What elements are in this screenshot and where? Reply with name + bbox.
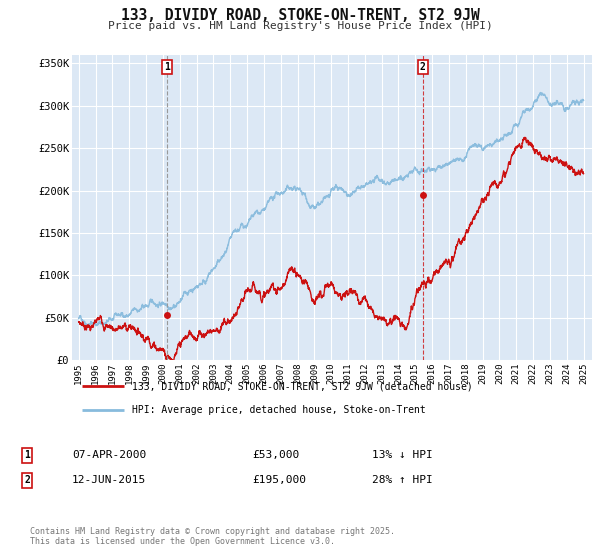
Text: 1: 1 (24, 450, 30, 460)
Text: 28% ↑ HPI: 28% ↑ HPI (372, 475, 433, 486)
Text: 12-JUN-2015: 12-JUN-2015 (72, 475, 146, 486)
Text: £53,000: £53,000 (252, 450, 299, 460)
Text: 07-APR-2000: 07-APR-2000 (72, 450, 146, 460)
Text: 2: 2 (24, 475, 30, 486)
Text: 133, DIVIDY ROAD, STOKE-ON-TRENT, ST2 9JW (detached house): 133, DIVIDY ROAD, STOKE-ON-TRENT, ST2 9J… (132, 381, 473, 391)
Text: £195,000: £195,000 (252, 475, 306, 486)
Text: 1: 1 (164, 62, 170, 72)
Text: Contains HM Land Registry data © Crown copyright and database right 2025.
This d: Contains HM Land Registry data © Crown c… (30, 526, 395, 546)
Text: 133, DIVIDY ROAD, STOKE-ON-TRENT, ST2 9JW: 133, DIVIDY ROAD, STOKE-ON-TRENT, ST2 9J… (121, 8, 479, 24)
Text: HPI: Average price, detached house, Stoke-on-Trent: HPI: Average price, detached house, Stok… (132, 404, 425, 414)
Text: 13% ↓ HPI: 13% ↓ HPI (372, 450, 433, 460)
Text: Price paid vs. HM Land Registry's House Price Index (HPI): Price paid vs. HM Land Registry's House … (107, 21, 493, 31)
Text: 2: 2 (420, 62, 425, 72)
